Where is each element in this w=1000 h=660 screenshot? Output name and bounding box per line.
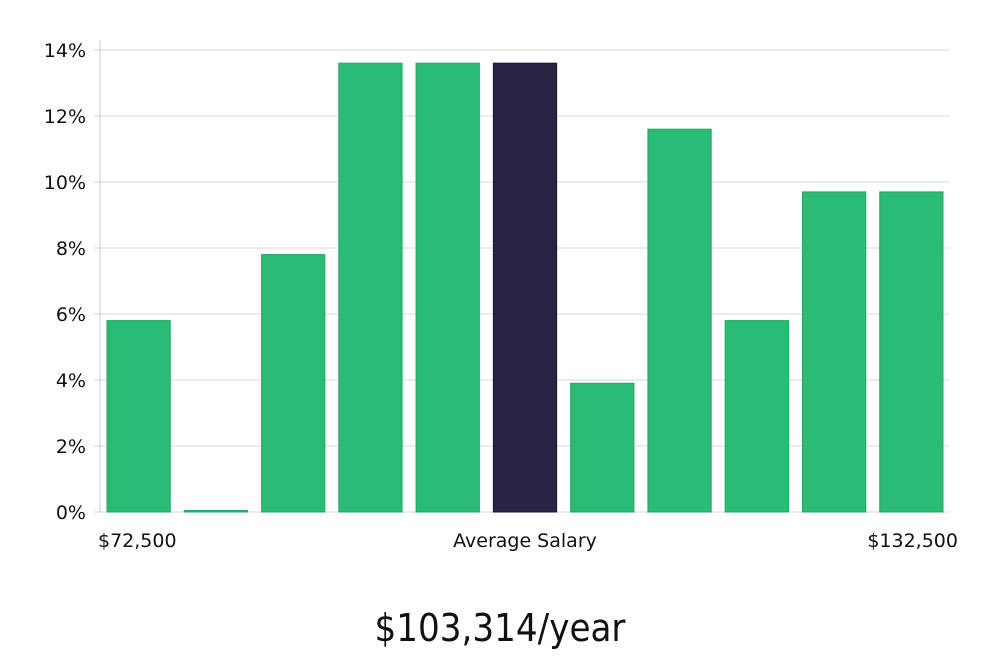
y-tick-label: 8% (56, 238, 86, 260)
y-tick-label: 0% (56, 502, 86, 524)
bar[interactable] (724, 320, 789, 513)
bar[interactable] (801, 191, 867, 513)
bar[interactable] (183, 510, 249, 513)
y-tick-label: 12% (44, 106, 86, 128)
bar[interactable] (106, 320, 171, 513)
y-tick-label: 6% (56, 304, 86, 326)
x-axis-title: Average Salary (453, 530, 597, 552)
bar-average-salary[interactable] (492, 62, 558, 513)
x-start-label: $72,500 (98, 530, 177, 552)
bar[interactable] (647, 128, 712, 513)
bar[interactable] (261, 254, 326, 513)
bar[interactable] (570, 382, 635, 513)
y-tick-label: 2% (56, 436, 86, 458)
y-tick-label: 10% (44, 172, 86, 194)
bar[interactable] (879, 191, 944, 513)
y-tick-label: 4% (56, 370, 86, 392)
average-salary-value: $103,314/year (374, 606, 626, 650)
bar[interactable] (415, 62, 480, 513)
y-tick-label: 14% (44, 40, 86, 62)
bar[interactable] (338, 62, 403, 513)
salary-histogram: 0% 2% 4% 6% 8% 10% 12% 14% $72,500 Average Sala… (44, 40, 958, 552)
bars (106, 62, 944, 513)
x-end-label: $132,500 (867, 530, 958, 552)
y-axis-ticks: 0% 2% 4% 6% 8% 10% 12% 14% (44, 40, 100, 524)
